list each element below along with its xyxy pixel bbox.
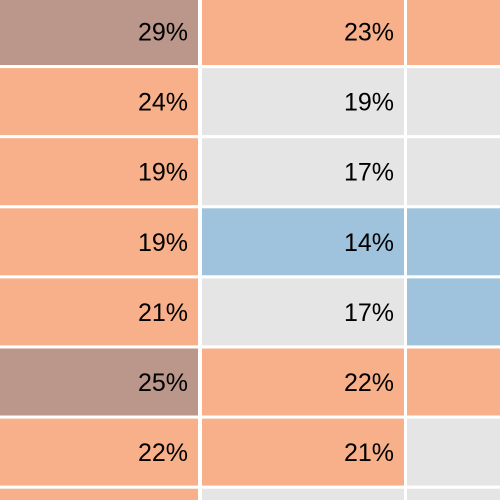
heatmap-labels: 29% 24% 19% 19% 21% 25% 22% 23% 19% 17% 14% 17% 22% 2…	[138, 19, 394, 468]
heatmap-cell-c2-r3	[407, 208, 500, 276]
heatmap-cell-c0-r3	[0, 208, 198, 276]
heatmap-cell-c2-r7	[407, 488, 500, 500]
heatmap-cell-c0-r6	[0, 418, 198, 486]
heatmap-cell-c0-r4	[0, 278, 198, 346]
heatmap-cell-c1-r6	[202, 418, 404, 486]
heatmap-cell-c0-r2	[0, 138, 198, 206]
heatmap-value-label: 22%	[344, 369, 394, 397]
heatmap-value-label: 21%	[138, 299, 188, 327]
heatmap-cell-c2-r0	[407, 0, 500, 65]
heatmap-value-label: 19%	[138, 229, 188, 257]
heatmap-value-label: 14%	[344, 229, 394, 257]
heatmap-value-label: 25%	[138, 369, 188, 397]
heatmap-cell-c1-r5	[202, 348, 404, 416]
heatmap-cell-c1-r7	[202, 488, 404, 500]
heatmap-value-label: 19%	[344, 89, 394, 117]
heatmap-value-label: 17%	[344, 159, 394, 187]
heatmap-value-label: 17%	[344, 299, 394, 327]
heatmap-cell-c0-r0	[0, 0, 198, 65]
heatmap-cell-c2-r2	[407, 138, 500, 206]
heatmap-cell-c0-r7	[0, 488, 198, 500]
heatmap-value-label: 23%	[344, 19, 394, 47]
heatmap-cell-c0-r1	[0, 68, 198, 136]
heatmap-cell-c2-r1	[407, 68, 500, 136]
heatmap-cell-c2-r4	[407, 278, 500, 346]
heatmap-cell-c2-r6	[407, 418, 500, 486]
heatmap-cell-c1-r0	[202, 0, 404, 65]
heatmap-cell-c1-r1	[202, 68, 404, 136]
heatmap-cell-c0-r5	[0, 348, 198, 416]
heatmap-cell-c1-r4	[202, 278, 404, 346]
heatmap-value-label: 22%	[138, 439, 188, 467]
heatmap-cell-c1-r3	[202, 208, 404, 276]
heatmap-cell-c2-r5	[407, 348, 500, 416]
heatmap-cell-c1-r2	[202, 138, 404, 206]
heatmap-value-label: 21%	[344, 439, 394, 467]
heatmap-value-label: 19%	[138, 159, 188, 187]
heatmap-value-label: 29%	[138, 19, 188, 47]
heatmap-value-label: 24%	[138, 89, 188, 117]
